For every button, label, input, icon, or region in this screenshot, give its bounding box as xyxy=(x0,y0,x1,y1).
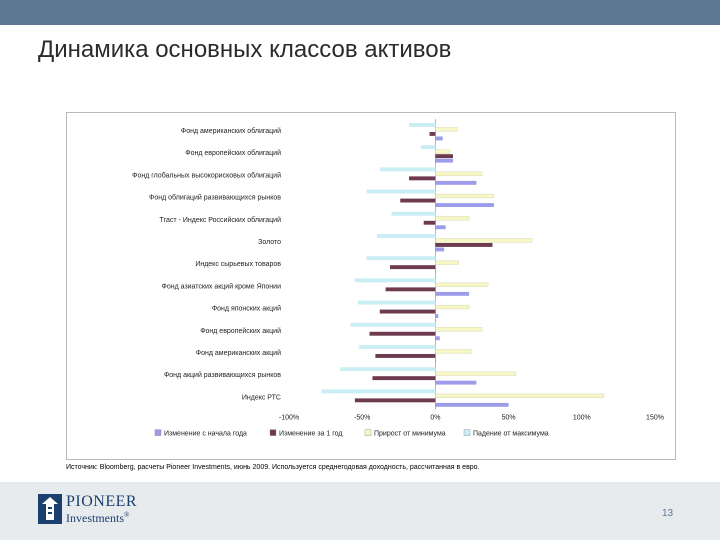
bar-3 xyxy=(435,127,458,132)
bar-1 xyxy=(435,314,439,318)
bar-3 xyxy=(435,349,473,354)
bar-3 xyxy=(435,216,470,221)
x-tick-label: 150% xyxy=(646,415,664,422)
category-label: Фонд облигаций развивающихся рынков xyxy=(149,194,281,202)
bar-3 xyxy=(435,260,459,265)
bar-1 xyxy=(435,225,446,230)
top-bar xyxy=(0,0,720,25)
bar-4 xyxy=(391,211,436,216)
bar-4 xyxy=(409,123,436,127)
bar-4 xyxy=(366,256,436,261)
bar-4 xyxy=(376,234,436,238)
logo-registered-mark: ® xyxy=(124,511,130,519)
x-tick-label: 0% xyxy=(430,415,440,422)
bar-2 xyxy=(409,176,436,181)
bar-1 xyxy=(435,247,445,252)
bar-2 xyxy=(423,220,436,225)
legend-label: Прирост от минимума xyxy=(374,431,446,438)
footer-bar xyxy=(0,482,720,540)
chart-area: Фонд американских облигаций Фонд европейс… xyxy=(66,112,676,460)
x-tick-label: -50% xyxy=(354,415,370,422)
category-label: Тгаст - Индекс Российских облигаций xyxy=(159,216,281,224)
x-tick-label: 100% xyxy=(573,415,591,422)
category-label: Фонд японских акций xyxy=(212,305,281,313)
logo-text-sub: Investments® xyxy=(66,511,129,526)
source-note: Источник: Bloomberg, расчеты Pioneer Inv… xyxy=(66,464,480,471)
bar-2 xyxy=(385,287,436,292)
bar-3 xyxy=(435,371,517,376)
bar-3 xyxy=(435,304,470,310)
bar-1 xyxy=(435,291,470,296)
legend-label: Падение от максимума xyxy=(473,431,549,438)
bar-4 xyxy=(420,145,436,150)
bar-1 xyxy=(435,158,453,163)
page-number: 13 xyxy=(662,508,674,519)
bar-1 xyxy=(435,380,477,385)
bar-1 xyxy=(435,180,477,185)
category-label: Золото xyxy=(258,239,281,246)
category-label: Фонд акций развивающихся рынков xyxy=(164,371,281,379)
bar-2 xyxy=(369,331,436,336)
category-label: Фонд американских облигаций xyxy=(181,127,281,135)
slide-title: Динамика основных классов активов xyxy=(38,36,452,63)
bar-2 xyxy=(390,265,436,270)
bar-3 xyxy=(435,282,489,287)
bar-2 xyxy=(372,376,436,381)
bar-2 xyxy=(429,132,436,136)
pioneer-emblem-icon xyxy=(38,494,62,524)
bar-4 xyxy=(340,367,436,372)
bar-1 xyxy=(435,269,436,274)
bar-4 xyxy=(321,389,436,394)
bar-2 xyxy=(400,198,436,203)
bar-4 xyxy=(379,167,436,172)
legend-swatch xyxy=(463,429,471,436)
category-label: Фонд глобальных высокорисковых облигаций xyxy=(132,171,281,179)
legend-label: Изменение за 1 год xyxy=(279,431,342,438)
bar-2 xyxy=(435,243,493,247)
bar-1 xyxy=(435,402,509,407)
bar-2 xyxy=(375,354,436,358)
category-label: Фонд европейских облигаций xyxy=(185,149,281,157)
bar-3 xyxy=(435,327,483,332)
category-label: Фонд американских акций xyxy=(196,349,281,357)
legend-swatch xyxy=(269,429,277,436)
category-label: Индекс сырьевых товаров xyxy=(195,261,281,268)
logo-text-brand: PIONEER xyxy=(66,493,138,510)
bar-3 xyxy=(435,393,604,398)
bar-3 xyxy=(435,193,495,199)
bar-4 xyxy=(354,278,436,283)
bar-1 xyxy=(435,203,494,207)
bar-1 xyxy=(435,136,443,141)
bar-4 xyxy=(350,322,436,327)
x-tick-label: -100% xyxy=(279,415,299,422)
bar-3 xyxy=(435,149,451,154)
legend-swatch xyxy=(154,429,162,436)
bar-3 xyxy=(435,238,533,243)
asset-class-chart: Фонд американских облигаций Фонд европейс… xyxy=(132,119,664,438)
bar-4 xyxy=(366,189,436,194)
bar-4 xyxy=(359,345,436,349)
x-tick-label: 50% xyxy=(502,415,516,422)
category-label: Индекс РТС xyxy=(242,394,281,401)
logo-text-investments: Investments xyxy=(66,511,124,525)
legend-label: Изменение с начала года xyxy=(164,431,247,438)
pioneer-logo: PIONEER Investments® xyxy=(38,492,158,528)
bar-2 xyxy=(354,398,436,403)
bar-2 xyxy=(435,154,453,159)
category-label: Фонд азиатских акций кроме Японии xyxy=(162,282,282,290)
bar-1 xyxy=(435,358,436,363)
bar-4 xyxy=(357,300,436,305)
bar-1 xyxy=(435,336,440,341)
legend-swatch xyxy=(364,429,372,436)
bar-2 xyxy=(379,309,436,314)
bar-3 xyxy=(435,171,483,176)
category-label: Фонд европейских акций xyxy=(200,327,281,335)
